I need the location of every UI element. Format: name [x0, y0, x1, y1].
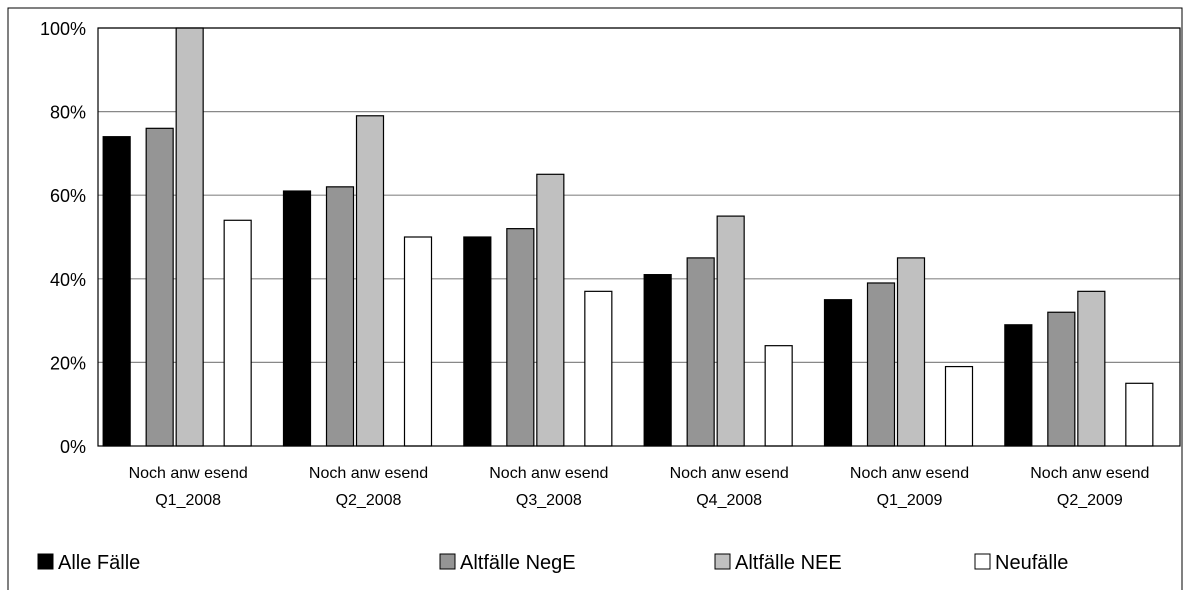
bar: [1125, 382, 1154, 447]
y-tick-label: 20%: [50, 353, 86, 373]
x-tick-label: Noch anw esend: [670, 465, 789, 482]
legend-label: Neufälle: [995, 552, 1068, 574]
x-tick-label: Noch anw esend: [309, 465, 428, 482]
bar: [686, 257, 715, 447]
bar: [325, 186, 355, 447]
bar: [403, 236, 433, 447]
y-tick-label: 100%: [40, 19, 86, 39]
bar: [102, 136, 131, 447]
legend-label: Altfälle NEE: [735, 552, 842, 574]
bar: [896, 257, 926, 447]
x-tick-label: Noch anw esend: [489, 465, 608, 482]
legend-swatch: [714, 553, 731, 570]
bar: [282, 190, 312, 447]
y-tick-label: 80%: [50, 103, 86, 123]
bar: [506, 228, 535, 447]
y-tick-label: 60%: [50, 186, 86, 206]
x-tick-label: Q2_2009: [1057, 492, 1123, 509]
x-tick-label: Q2_2008: [336, 492, 402, 509]
legend-swatch: [974, 553, 991, 570]
bar: [1077, 290, 1106, 447]
y-tick-label: 0%: [60, 437, 86, 457]
bar: [355, 115, 385, 447]
legend-label: Alle Fälle: [58, 552, 140, 574]
bar: [1047, 311, 1076, 447]
bar: [145, 127, 174, 447]
legend-swatch: [439, 553, 456, 570]
chart-outer-border: [7, 7, 1183, 590]
x-tick-label: Noch anw esend: [850, 465, 969, 482]
x-tick-label: Noch anw esend: [1030, 465, 1149, 482]
bar: [223, 219, 252, 447]
x-tick-label: Q4_2008: [696, 492, 762, 509]
bar: [764, 345, 793, 447]
y-tick-label: 40%: [50, 270, 86, 290]
bar: [716, 215, 745, 447]
plot-frame: [97, 27, 1181, 447]
x-tick-label: Q1_2009: [877, 492, 943, 509]
legend-label: Altfälle NegE: [460, 552, 576, 574]
bar: [866, 282, 896, 447]
x-tick-label: Q1_2008: [155, 492, 221, 509]
legend-swatch: [37, 553, 54, 570]
bar: [175, 27, 204, 447]
bar: [823, 299, 853, 447]
bar: [1004, 324, 1033, 447]
bar: [463, 236, 492, 447]
x-tick-label: Noch anw esend: [129, 465, 248, 482]
bar: [643, 274, 672, 447]
bar: [536, 173, 565, 447]
bar: [584, 290, 613, 447]
x-tick-label: Q3_2008: [516, 492, 582, 509]
bar: [944, 365, 974, 447]
